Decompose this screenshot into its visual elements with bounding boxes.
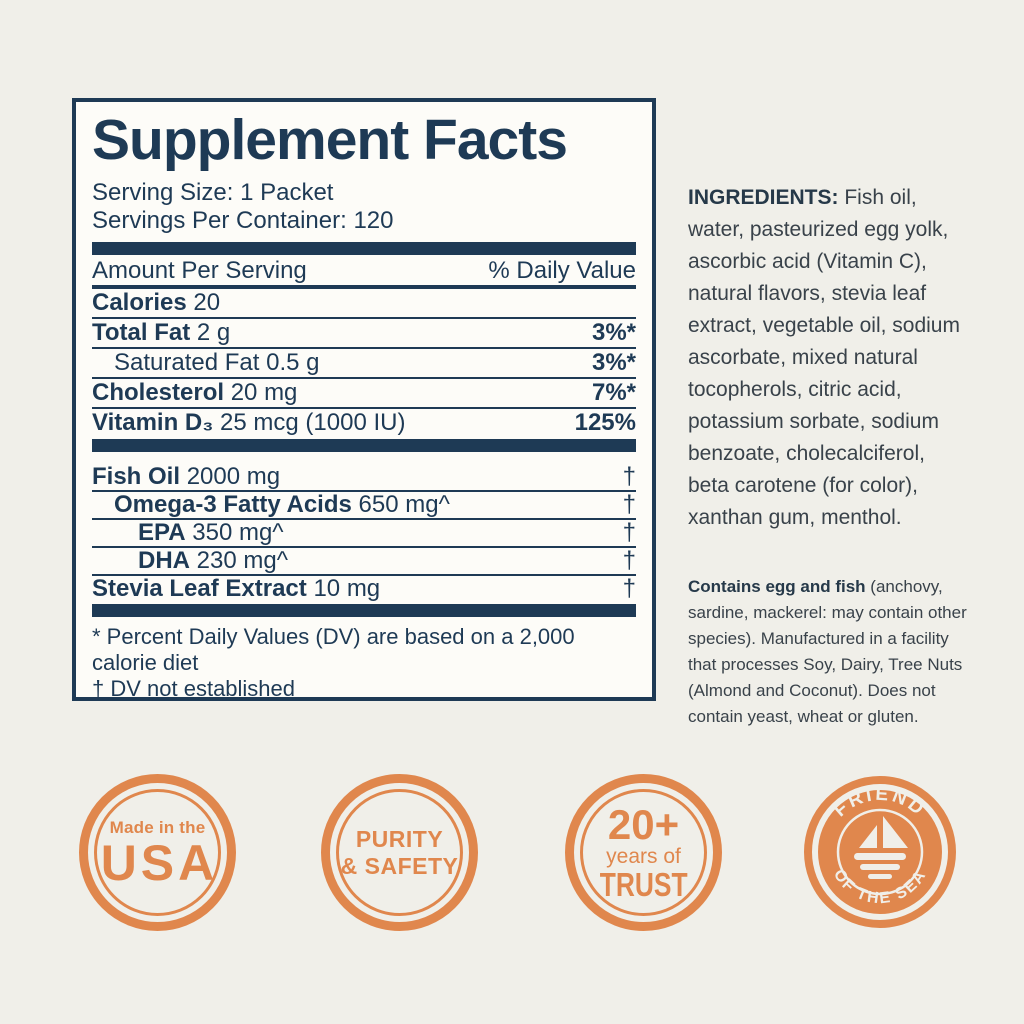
- right-column: INGREDIENTS: Fish oil, water, pasteurize…: [688, 182, 968, 730]
- label-title: Supplement Facts: [92, 108, 568, 172]
- allergen-body: (anchovy, sardine, mackerel: may contain…: [688, 577, 967, 726]
- footnote-dagger: † DV not established: [92, 676, 296, 701]
- nutrient-row-cholesterol: Cholesterol 20 mg 7%*: [92, 379, 636, 409]
- footnote-dv: * Percent Daily Values (DV) are based on…: [92, 624, 575, 675]
- column-daily-value: % Daily Value: [488, 257, 636, 284]
- column-amount-per-serving: Amount Per Serving: [92, 257, 307, 284]
- nutrient-row-calories: Calories 20: [92, 289, 636, 319]
- nutrient-row-total-fat: Total Fat 2 g 3%*: [92, 319, 636, 349]
- serving-size: Serving Size: 1 Packet: [92, 179, 334, 206]
- fots-outer-ring: [804, 776, 956, 928]
- sailboat-icon: [854, 816, 908, 879]
- badge-made-in-usa: Made in the USA: [79, 774, 236, 931]
- section-bar: [92, 439, 636, 452]
- badge-years-of-trust: 20+ years of TRUST: [565, 774, 722, 931]
- nutrient-row-vitamin-d3: Vitamin D₃ 25 mcg (1000 IU) 125%: [92, 409, 636, 436]
- supplement-row-omega3: Omega-3 Fatty Acids 650 mg^ †: [92, 492, 636, 520]
- footnotes: * Percent Daily Values (DV) are based on…: [92, 624, 636, 701]
- allergen-paragraph: Contains egg and fish (anchovy, sardine,…: [688, 574, 968, 730]
- usa-badge-main-text: USA: [100, 834, 219, 891]
- trust-badge-years-of: years of: [606, 845, 681, 869]
- supplement-row-epa: EPA 350 mg^ †: [92, 520, 636, 548]
- allergen-lead: Contains egg and fish: [688, 577, 866, 596]
- ingredients-heading: INGREDIENTS:: [688, 186, 839, 209]
- ingredients-paragraph: INGREDIENTS: Fish oil, water, pasteurize…: [688, 182, 968, 534]
- servings-per-container: Servings Per Container: 120: [92, 207, 394, 234]
- badge-purity-safety: PURITY & SAFETY: [321, 774, 478, 931]
- table-header-row: Amount Per Serving % Daily Value: [92, 255, 636, 289]
- purity-badge-line1: PURITY: [355, 826, 444, 853]
- fots-disc: [818, 790, 942, 914]
- serving-info: Serving Size: 1 Packet Servings Per Cont…: [92, 179, 636, 235]
- trust-badge-trust-text: TRUST: [599, 866, 688, 904]
- supplement-facts-label: Supplement Facts Serving Size: 1 Packet …: [72, 98, 656, 701]
- supplement-row-fish-oil: Fish Oil 2000 mg †: [92, 463, 636, 492]
- usa-badge-top-text: Made in the: [109, 817, 206, 837]
- supplement-row-stevia: Stevia Leaf Extract 10 mg †: [92, 575, 636, 602]
- purity-badge-line2: & SAFETY: [340, 852, 459, 879]
- supplement-row-dha: DHA 230 mg^ †: [92, 548, 636, 576]
- nutrient-row-saturated-fat: Saturated Fat 0.5 g 3%*: [92, 349, 636, 379]
- badge-friend-of-the-sea: FRIEND OF THE SEA: [804, 776, 956, 928]
- trust-badge-number: 20+: [607, 800, 680, 848]
- fots-inner-ring: [836, 808, 924, 896]
- section-bar: [92, 604, 636, 617]
- section-bar: [92, 242, 636, 255]
- ingredients-body: Fish oil, water, pasteurized egg yolk, a…: [688, 186, 960, 529]
